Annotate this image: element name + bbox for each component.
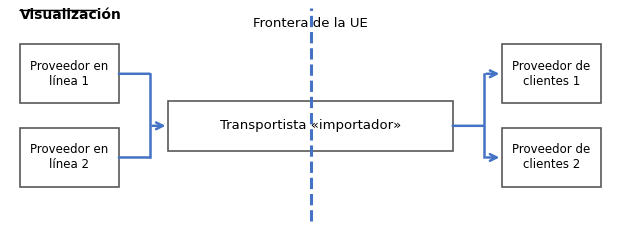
FancyBboxPatch shape <box>168 101 453 151</box>
FancyBboxPatch shape <box>20 128 119 187</box>
Text: Proveedor en
línea 1: Proveedor en línea 1 <box>30 60 109 88</box>
Text: Visualización: Visualización <box>20 8 122 22</box>
Text: Transportista «importador»: Transportista «importador» <box>220 119 401 132</box>
Text: Frontera de la UE: Frontera de la UE <box>253 17 368 30</box>
FancyBboxPatch shape <box>20 44 119 103</box>
FancyBboxPatch shape <box>502 128 601 187</box>
Text: Proveedor de
clientes 1: Proveedor de clientes 1 <box>512 60 591 88</box>
FancyBboxPatch shape <box>502 44 601 103</box>
Text: Proveedor en
línea 2: Proveedor en línea 2 <box>30 144 109 172</box>
Text: Proveedor de
clientes 2: Proveedor de clientes 2 <box>512 144 591 172</box>
